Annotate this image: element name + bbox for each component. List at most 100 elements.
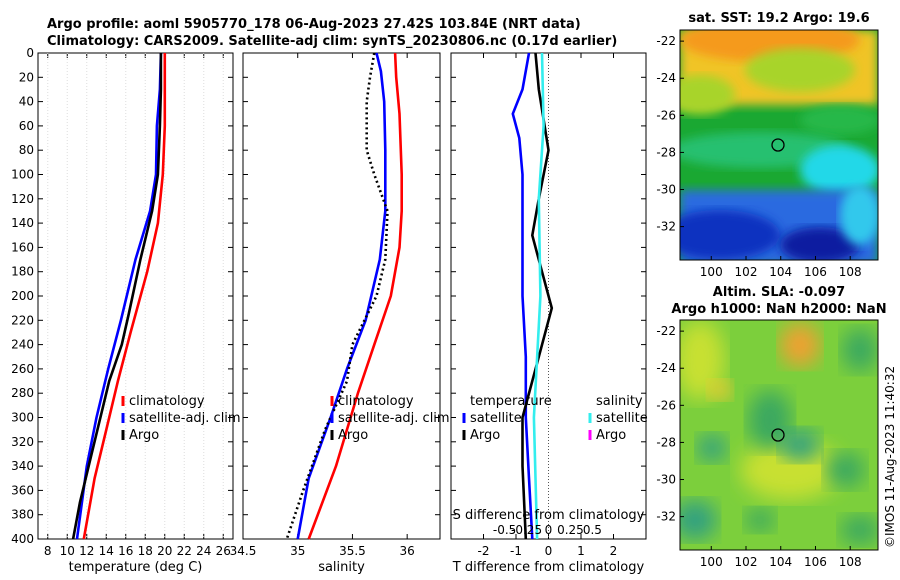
x-tick-label: 34.5 bbox=[230, 544, 257, 558]
map-x-tick-label: 104 bbox=[769, 265, 792, 279]
x-tick-label: 14 bbox=[99, 544, 114, 558]
y-tick-label: 320 bbox=[11, 435, 34, 449]
y-tick-label: 240 bbox=[11, 338, 34, 352]
header-line-2: Climatology: CARS2009. Satellite-adj cli… bbox=[47, 34, 617, 49]
y-tick-label: 40 bbox=[19, 95, 34, 109]
y-tick-label: 220 bbox=[11, 313, 34, 327]
y-tick-label: 0 bbox=[26, 46, 34, 60]
y-tick-label: 360 bbox=[11, 483, 34, 497]
header-line-1: Argo profile: aoml 5905770_178 06-Aug-20… bbox=[47, 17, 581, 32]
imos-credit: ©IMOS 11-Aug-2023 11:40:32 bbox=[883, 366, 897, 548]
salinity-panel: 34.5 35 35.5 36 salinity climatology satellite… bbox=[230, 52, 450, 575]
legend-temp-satellite: satellite bbox=[470, 411, 522, 426]
map-y-tick-label: -24 bbox=[656, 361, 676, 375]
map-y-tick-label: -24 bbox=[656, 71, 676, 85]
x-tick-label: -2 bbox=[478, 544, 490, 558]
series-line-climatology bbox=[307, 52, 404, 540]
x-tick-label: 16 bbox=[118, 544, 133, 558]
y-tick-label: 260 bbox=[11, 362, 34, 376]
map-x-tick-label: 108 bbox=[839, 265, 862, 279]
sla-title: Altim. SLA: -0.097 bbox=[713, 285, 845, 300]
x-axis-label: temperature (deg C) bbox=[69, 560, 203, 575]
map-x-tick-label: 106 bbox=[804, 555, 827, 569]
x-tick-label: 0 bbox=[545, 544, 553, 558]
y-tick-label: 120 bbox=[11, 192, 34, 206]
map-y-tick-label: -26 bbox=[656, 108, 676, 122]
legend-satellite: satellite-adj. clim bbox=[338, 411, 450, 426]
x2-tick-label: -0.5 bbox=[493, 523, 516, 537]
x2-tick-label: 0 bbox=[545, 523, 553, 537]
x2-tick-label: -0.25 bbox=[511, 523, 542, 537]
legend-argo: Argo bbox=[129, 428, 159, 443]
x-axis-label: salinity bbox=[318, 560, 365, 575]
sst-map: sat. SST: 19.2 Argo: 19.6 100 102 104 106 10… bbox=[656, 11, 879, 279]
legend-climatology: climatology bbox=[338, 394, 414, 409]
x-tick-label: 10 bbox=[60, 544, 75, 558]
y-tick-label: 140 bbox=[11, 216, 34, 230]
map-y-tick-label: -26 bbox=[656, 398, 676, 412]
map-y-tick-label: -32 bbox=[656, 220, 676, 234]
legend-satellite: satellite-adj. clim bbox=[129, 411, 241, 426]
x2-tick-label: 0.5 bbox=[583, 523, 602, 537]
x-tick-label: -1 bbox=[510, 544, 522, 558]
series-line-argo bbox=[285, 52, 389, 540]
map-y-tick-label: -30 bbox=[656, 473, 676, 487]
x-tick-label: 35 bbox=[290, 544, 305, 558]
legend-temp-argo: Argo bbox=[470, 428, 500, 443]
y-tick-label: 380 bbox=[11, 508, 34, 522]
series-line-temperature-argo bbox=[521, 52, 554, 540]
plot-frame bbox=[37, 52, 234, 540]
map-x-tick-label: 102 bbox=[735, 555, 758, 569]
map-y-tick-label: -32 bbox=[656, 510, 676, 524]
series-line-salinity-satellite bbox=[532, 52, 545, 540]
y-tick-label: 160 bbox=[11, 240, 34, 254]
map-x-tick-label: 102 bbox=[735, 265, 758, 279]
x-tick-label: 22 bbox=[177, 544, 192, 558]
temperature-panel: 0 20 40 60 80 100 120 140 160 180 200 220 240 260 280 3… bbox=[11, 46, 241, 575]
series-line-argo bbox=[71, 53, 163, 540]
series-line-climatology bbox=[82, 53, 167, 540]
x-tick-label: 8 bbox=[44, 544, 52, 558]
y-tick-label: 200 bbox=[11, 289, 34, 303]
x-axis-label: T difference from climatology bbox=[452, 560, 645, 575]
sla-subtitle: Argo h1000: NaN h2000: NaN bbox=[671, 302, 886, 317]
legend-temperature-title: temperature bbox=[470, 394, 552, 409]
x-tick-label: 18 bbox=[138, 544, 153, 558]
map-y-tick-label: -22 bbox=[656, 324, 676, 338]
y-tick-label: 300 bbox=[11, 411, 34, 425]
map-y-tick-label: -22 bbox=[656, 34, 676, 48]
y-tick-label: 100 bbox=[11, 168, 34, 182]
series-line-satellite-adj-clim bbox=[75, 52, 163, 540]
map-y-tick-label: -30 bbox=[656, 183, 676, 197]
x-tick-label: 36 bbox=[400, 544, 415, 558]
argo-location-marker bbox=[771, 428, 785, 442]
legend-salinity-title: salinity bbox=[596, 394, 643, 409]
legend-climatology: climatology bbox=[129, 394, 205, 409]
legend-sal-argo: Argo bbox=[596, 428, 626, 443]
legend-sal-satellite: satellite bbox=[596, 411, 648, 426]
sst-title: sat. SST: 19.2 Argo: 19.6 bbox=[688, 11, 869, 26]
argo-location-marker bbox=[771, 138, 785, 152]
y-tick-label: 80 bbox=[19, 143, 34, 157]
map-x-tick-label: 100 bbox=[700, 555, 723, 569]
y-tick-label: 180 bbox=[11, 265, 34, 279]
x-tick-label: 12 bbox=[79, 544, 94, 558]
plot-frame bbox=[242, 52, 441, 540]
y-tick-label: 60 bbox=[19, 119, 34, 133]
map-x-tick-label: 108 bbox=[839, 555, 862, 569]
x2-axis-label: S difference from climatology bbox=[453, 508, 645, 523]
x-tick-label: 1 bbox=[577, 544, 585, 558]
series-line-temperature-satellite bbox=[511, 52, 534, 540]
sla-map: Altim. SLA: -0.097 Argo h1000: NaN h2000… bbox=[656, 285, 886, 569]
map-x-tick-label: 106 bbox=[804, 265, 827, 279]
map-x-tick-label: 100 bbox=[700, 265, 723, 279]
x2-tick-label: 0.25 bbox=[557, 523, 584, 537]
x-tick-label: 35.5 bbox=[339, 544, 366, 558]
legend-argo: Argo bbox=[338, 428, 368, 443]
x-tick-label: 26 bbox=[216, 544, 231, 558]
difference-panel: -2 -1 0 1 2 T difference from climatology S di… bbox=[450, 52, 648, 575]
y-tick-label: 400 bbox=[11, 532, 34, 546]
x-tick-label: 2 bbox=[610, 544, 618, 558]
y-tick-label: 280 bbox=[11, 386, 34, 400]
